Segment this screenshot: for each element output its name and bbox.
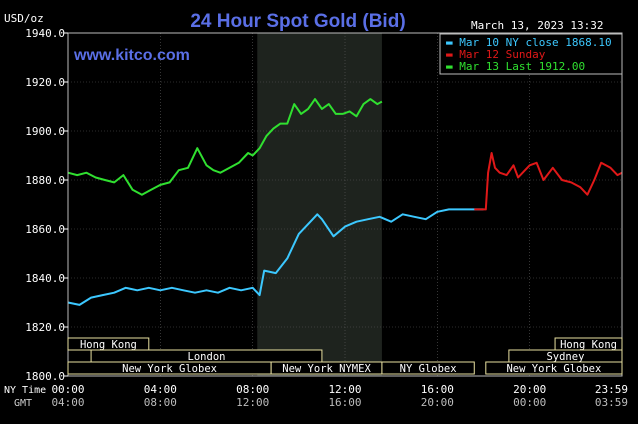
session-label-right: New York Globex xyxy=(506,363,601,375)
series-line-3 xyxy=(67,98,383,196)
plot-frame xyxy=(67,32,623,377)
x-tick-label-gmt: 20:00 xyxy=(421,396,454,409)
y-axis-unit-label: USD/oz xyxy=(4,12,44,25)
y-tick-label: 1820.0 xyxy=(25,321,65,334)
y-tick-label: 1920.0 xyxy=(25,76,65,89)
y-tick-label: 1940.0 xyxy=(25,27,65,40)
x-tick-label-gmt: 08:00 xyxy=(144,396,177,409)
chart-timestamp: March 13, 2023 13:32 xyxy=(471,19,603,32)
highlight-layer xyxy=(257,33,382,376)
session-label-left: NY Globex xyxy=(400,363,457,375)
session-box-right xyxy=(485,361,623,375)
y-tick-label: 1900.0 xyxy=(25,125,65,138)
chart-title: 24 Hour Spot Gold (Bid) xyxy=(190,11,405,32)
x-tick-label-ny: 04:00 xyxy=(144,383,177,396)
y-tick-label: 1860.0 xyxy=(25,223,65,236)
y-tick-label: 1840.0 xyxy=(25,272,65,285)
ny-time-label: NY Time xyxy=(4,385,46,396)
axes-layer: 1940.0 1920.0 1900.0 1880.0 1860.0 1840.0 1820… xyxy=(25,27,628,409)
session-label-left: New York Globex xyxy=(122,363,217,375)
session-label-left: London xyxy=(188,351,226,363)
x-tick-label-ny: 00:00 xyxy=(51,383,84,396)
x-tick-label-ny: 16:00 xyxy=(421,383,454,396)
session-label-left: Hong Kong xyxy=(80,339,137,351)
series-line-1 xyxy=(67,208,484,306)
legend-box xyxy=(439,33,623,75)
x-tick-label-gmt: 12:00 xyxy=(236,396,269,409)
y-tick-label: 1880.0 xyxy=(25,174,65,187)
y-tick-label: 1800.0 xyxy=(25,370,65,383)
brand-watermark: www.kitco.com xyxy=(73,47,190,64)
legend-entry: ▬ Mar 13 Last 1912.00 xyxy=(446,60,585,73)
x-tick-label-ny: 20:00 xyxy=(513,383,546,396)
x-tick-label-gmt: 03:59 xyxy=(595,396,628,409)
session-label-right: Hong Kong xyxy=(560,339,617,351)
trading-window-highlight xyxy=(257,33,382,376)
x-tick-label-gmt: 04:00 xyxy=(51,396,84,409)
session-label-right: Sydney xyxy=(546,351,584,363)
x-tick-label-ny: 08:00 xyxy=(236,383,269,396)
session-box-left xyxy=(381,361,475,375)
legend-layer: ▬ Mar 10 NY close 1868.10▬ Mar 12 Sunday… xyxy=(439,33,623,75)
series-layer xyxy=(67,98,623,306)
legend-entry: ▬ Mar 10 NY close 1868.10 xyxy=(446,36,612,49)
session-label-left: New York NYMEX xyxy=(282,363,371,375)
gmt-label: GMT xyxy=(14,398,32,409)
x-tick-label-gmt: 00:00 xyxy=(513,396,546,409)
series-line-2 xyxy=(474,152,623,211)
legend-entry: ▬ Mar 12 Sunday xyxy=(446,48,546,61)
x-tick-label-ny: 23:59 xyxy=(595,383,628,396)
x-tick-label-ny: 12:00 xyxy=(328,383,361,396)
x-tick-label-gmt: 16:00 xyxy=(328,396,361,409)
